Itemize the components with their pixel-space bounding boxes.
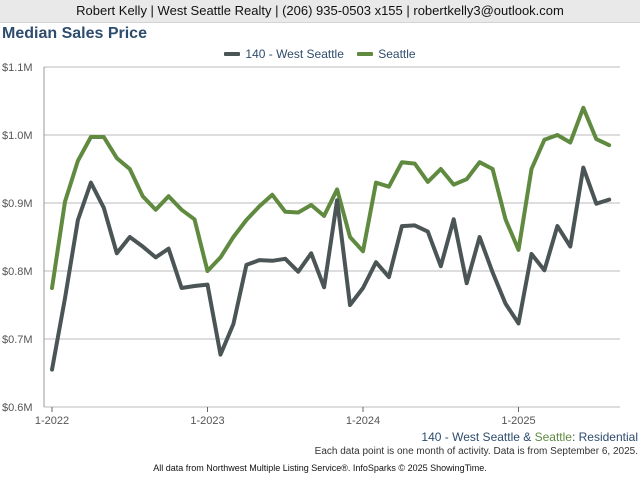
agent-header: Robert Kelly | West Seattle Realty | (20… [0,0,640,23]
footer-region-west-seattle: 140 - West Seattle [421,430,520,444]
chart-title: Median Sales Price [2,25,147,42]
line-chart: $0.6M $0.7M $0.8M $0.9M $1.0M $1.1M 1-2022 1-20… [2,62,620,427]
footer-region-type: : Residential [571,430,638,444]
legend-item-west-seattle: 140 - West Seattle [224,47,344,61]
legend-label-seattle: Seattle [378,47,416,61]
legend-swatch-seattle [357,52,374,56]
y-tick-label: $0.6M [2,402,33,414]
legend-item-seattle: Seattle [357,47,416,61]
x-tick-label: 1-2022 [35,415,69,427]
series-line-seattle [50,105,612,290]
y-tick-label: $0.8M [2,266,33,278]
footer-region-seattle: Seattle [534,430,572,444]
legend-swatch-west-seattle [224,52,241,56]
footer-region-amp: & [519,430,535,444]
x-tick-label: 1-2023 [190,415,224,427]
y-tick-label: $0.9M [2,198,33,210]
footer-source: All data from Northwest Multiple Listing… [153,463,487,473]
footer-region-label: 140 - West Seattle & Seattle: Residentia… [421,430,638,444]
series-line-west-seattle [50,165,612,372]
legend: 140 - West Seattle Seattle [0,45,640,61]
y-tick-label: $0.7M [2,334,33,346]
x-tick-label: 1-2024 [346,415,380,427]
x-tick-label: 1-2025 [501,415,535,427]
y-tick-label: $1.0M [2,130,33,142]
series-layer [50,105,612,372]
footer-note: Each data point is one month of activity… [314,446,638,457]
legend-label-west-seattle: 140 - West Seattle [245,47,344,61]
axis-layer: $0.6M $0.7M $0.8M $0.9M $1.0M $1.1M 1-2022 1-20… [2,62,536,427]
y-tick-label: $1.1M [2,62,33,74]
